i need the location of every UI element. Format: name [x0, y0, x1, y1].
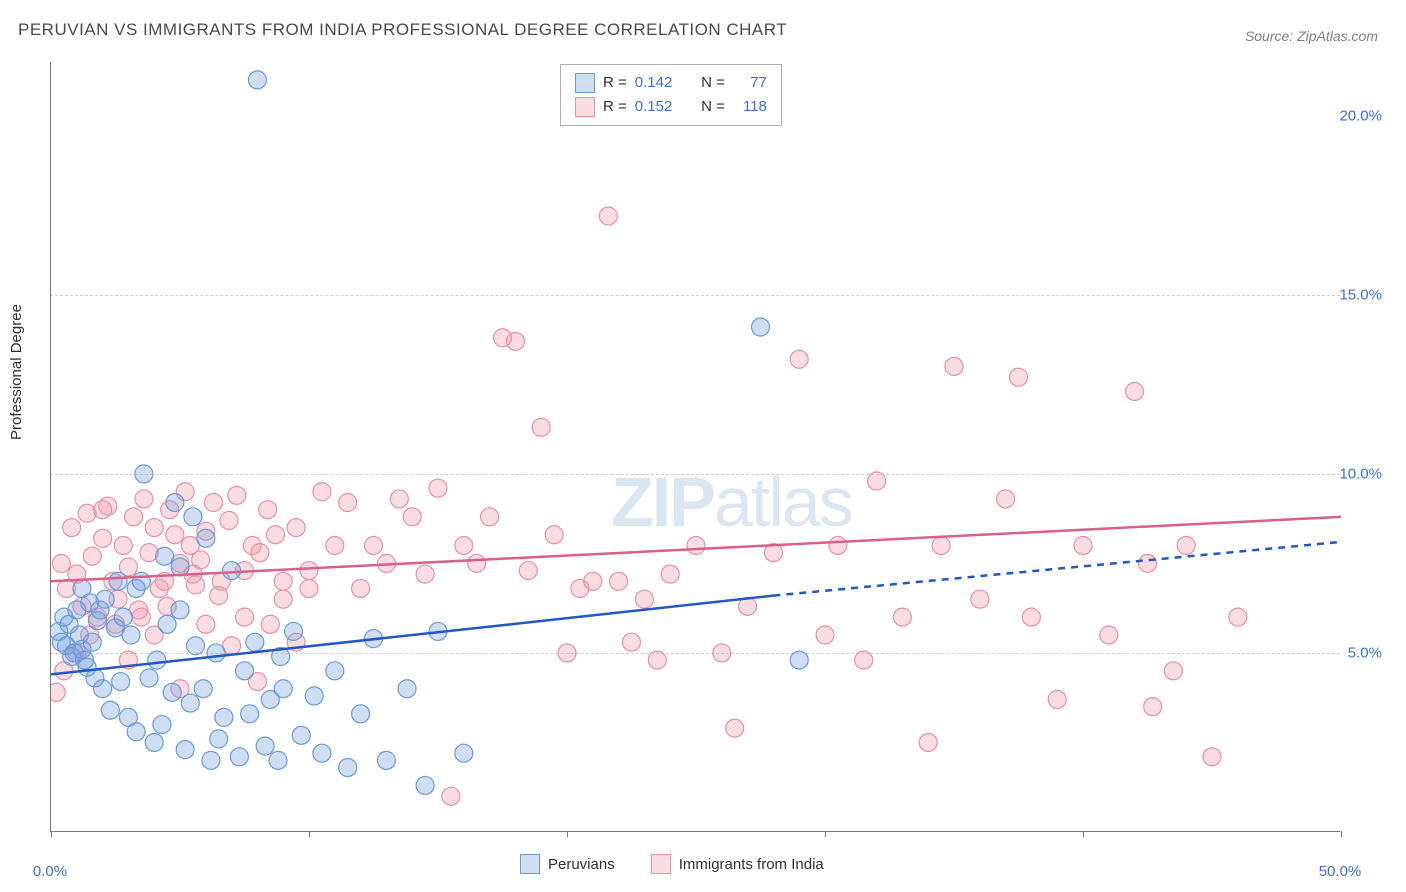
stats-row: R = 0.142 N = 77 — [575, 71, 767, 95]
legend-swatch — [575, 97, 595, 117]
stat-r-value: 0.152 — [635, 95, 685, 119]
stat-n-value: 77 — [733, 71, 767, 95]
stat-r-label: R = — [603, 71, 627, 95]
stats-legend-box: R = 0.142 N = 77R = 0.152 N = 118 — [560, 64, 782, 126]
chart-title: PERUVIAN VS IMMIGRANTS FROM INDIA PROFES… — [18, 20, 787, 40]
legend-label: Peruvians — [548, 856, 615, 873]
legend-item: Peruvians — [520, 854, 615, 874]
x-tick-label: 50.0% — [1319, 863, 1362, 880]
legend-swatch — [520, 854, 540, 874]
stat-n-value: 118 — [733, 95, 767, 119]
stat-r-value: 0.142 — [635, 71, 685, 95]
stat-r-label: R = — [603, 95, 627, 119]
source-citation: Source: ZipAtlas.com — [1245, 28, 1378, 44]
y-tick-label: 20.0% — [1339, 107, 1382, 124]
stat-n-label: N = — [693, 71, 725, 95]
y-tick-label: 10.0% — [1339, 465, 1382, 482]
legend-label: Immigrants from India — [679, 856, 824, 873]
plot-area: ZIPatlas — [50, 62, 1340, 832]
legend-swatch — [651, 854, 671, 874]
scatter-plot-svg — [51, 62, 1341, 832]
legend-swatch — [575, 73, 595, 93]
legend-item: Immigrants from India — [651, 854, 824, 874]
bottom-legend: Peruvians Immigrants from India — [520, 854, 824, 874]
y-tick-label: 5.0% — [1348, 644, 1382, 661]
x-tick-label: 0.0% — [33, 863, 67, 880]
y-tick-label: 15.0% — [1339, 286, 1382, 303]
stat-n-label: N = — [693, 95, 725, 119]
stats-row: R = 0.152 N = 118 — [575, 95, 767, 119]
y-axis-label: Professional Degree — [8, 304, 25, 440]
